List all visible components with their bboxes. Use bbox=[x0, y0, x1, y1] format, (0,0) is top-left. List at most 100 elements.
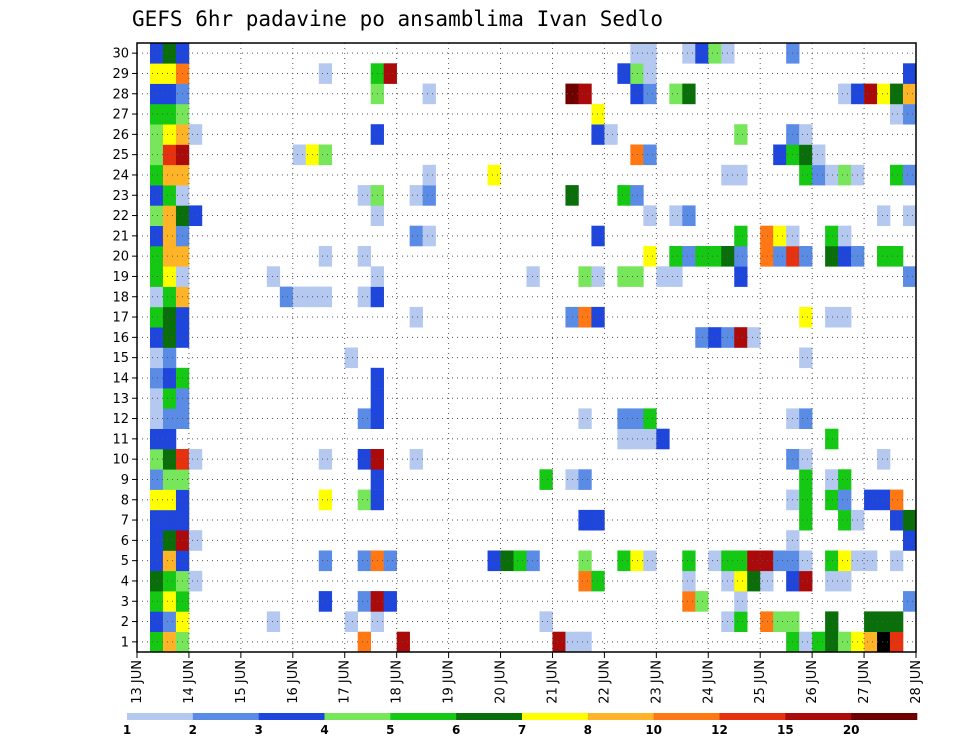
colorbar-label: 20 bbox=[843, 723, 860, 737]
y-tick-label: 19 bbox=[112, 270, 129, 285]
heatmap-cell bbox=[292, 286, 307, 308]
heatmap-cell bbox=[760, 611, 774, 632]
heatmap-cell bbox=[643, 246, 657, 267]
heatmap-cell bbox=[149, 205, 164, 226]
heatmap-cell bbox=[162, 306, 177, 328]
heatmap-cell bbox=[539, 611, 553, 632]
colorbar-label: 15 bbox=[777, 723, 794, 737]
heatmap-cell bbox=[890, 103, 904, 125]
heatmap-cell bbox=[864, 611, 878, 632]
heatmap-cell bbox=[760, 225, 774, 247]
heatmap-cell bbox=[773, 246, 787, 267]
heatmap-cell bbox=[162, 286, 177, 308]
heatmap-cell bbox=[734, 327, 748, 348]
heatmap-cell bbox=[344, 347, 359, 369]
heatmap-cell bbox=[318, 63, 333, 84]
heatmap-cell bbox=[162, 43, 177, 64]
heatmap-cell bbox=[422, 164, 436, 186]
heatmap-cell bbox=[578, 631, 592, 653]
heatmap-cell bbox=[838, 469, 852, 490]
colorbar-label: 4 bbox=[320, 723, 328, 737]
colorbar-swatch bbox=[192, 713, 259, 720]
heatmap-cell bbox=[162, 530, 177, 551]
heatmap-cell bbox=[162, 489, 177, 511]
colorbar-label: 3 bbox=[254, 723, 262, 737]
x-tick-label: 21 JUN bbox=[545, 660, 560, 704]
heatmap-cell bbox=[604, 124, 618, 145]
x-tick-label: 20 JUN bbox=[494, 660, 509, 704]
heatmap-cell bbox=[643, 428, 657, 450]
heatmap-cell bbox=[864, 83, 878, 105]
heatmap-cell bbox=[799, 408, 813, 429]
heatmap-cell bbox=[591, 124, 605, 145]
heatmap-cell bbox=[825, 570, 839, 592]
heatmap-cell bbox=[591, 570, 605, 592]
heatmap-cell bbox=[669, 266, 683, 287]
y-tick-label: 25 bbox=[112, 148, 129, 163]
y-tick-label: 5 bbox=[121, 554, 129, 569]
heatmap-cell bbox=[890, 164, 904, 186]
heatmap-cell bbox=[877, 489, 891, 511]
heatmap-cell bbox=[682, 83, 696, 105]
colorbar-swatch bbox=[719, 713, 786, 720]
heatmap-cell bbox=[799, 144, 813, 166]
heatmap-cell bbox=[825, 469, 839, 490]
heatmap-cell bbox=[838, 489, 852, 511]
y-tick-label: 23 bbox=[112, 189, 129, 204]
heatmap-cell bbox=[734, 591, 748, 612]
heatmap-cell bbox=[669, 246, 683, 267]
heatmap-cell bbox=[903, 530, 917, 551]
heatmap-cell bbox=[409, 185, 423, 206]
y-tick-label: 2 bbox=[121, 615, 129, 630]
heatmap-cell bbox=[149, 266, 164, 287]
heatmap-cell bbox=[188, 205, 203, 226]
heatmap-cell bbox=[617, 408, 631, 429]
heatmap-cells bbox=[149, 43, 917, 653]
heatmap-cell bbox=[149, 530, 164, 551]
heatmap-cell bbox=[877, 631, 891, 653]
y-tick-label: 10 bbox=[112, 453, 129, 468]
heatmap-cell bbox=[773, 550, 787, 572]
heatmap-cell bbox=[162, 469, 177, 490]
heatmap-cell bbox=[383, 550, 397, 572]
heatmap-cell bbox=[539, 469, 553, 490]
heatmap-cell bbox=[838, 306, 852, 328]
heatmap-cell bbox=[773, 611, 787, 632]
colorbar-swatch bbox=[324, 713, 391, 720]
heatmap-cell bbox=[318, 286, 333, 308]
heatmap-cell bbox=[162, 266, 177, 287]
heatmap-cell bbox=[825, 489, 839, 511]
heatmap-cell bbox=[903, 63, 917, 84]
heatmap-cell bbox=[695, 591, 709, 612]
heatmap-cell bbox=[747, 570, 761, 592]
heatmap-cell bbox=[526, 266, 540, 287]
heatmap-cell bbox=[799, 550, 813, 572]
x-tick-label: 14 JUN bbox=[182, 660, 197, 704]
heatmap-cell bbox=[149, 489, 164, 511]
heatmap-cell bbox=[591, 225, 605, 247]
x-tick-label: 13 JUN bbox=[130, 660, 145, 704]
heatmap-cell bbox=[760, 246, 774, 267]
y-tick-label: 18 bbox=[112, 290, 129, 305]
heatmap-cell bbox=[162, 327, 177, 348]
heatmap-cell bbox=[162, 63, 177, 84]
heatmap-cell bbox=[357, 631, 371, 653]
heatmap-cell bbox=[578, 83, 592, 105]
heatmap-cell bbox=[266, 611, 281, 632]
heatmap-cell bbox=[864, 550, 878, 572]
heatmap-cell bbox=[812, 631, 826, 653]
heatmap-cell bbox=[903, 164, 917, 186]
heatmap-cell bbox=[162, 144, 177, 166]
heatmap-cell bbox=[318, 489, 333, 511]
heatmap-cell bbox=[162, 124, 177, 145]
heatmap-cell bbox=[760, 570, 774, 592]
heatmap-cell bbox=[162, 205, 177, 226]
colorbar-swatch bbox=[258, 713, 325, 720]
heatmap-cell bbox=[578, 570, 592, 592]
heatmap-cell bbox=[162, 367, 177, 389]
heatmap-cell bbox=[149, 428, 164, 450]
heatmap-cell bbox=[825, 550, 839, 572]
heatmap-cell bbox=[578, 509, 592, 531]
y-tick-label: 27 bbox=[112, 108, 129, 123]
heatmap-cell bbox=[643, 83, 657, 105]
